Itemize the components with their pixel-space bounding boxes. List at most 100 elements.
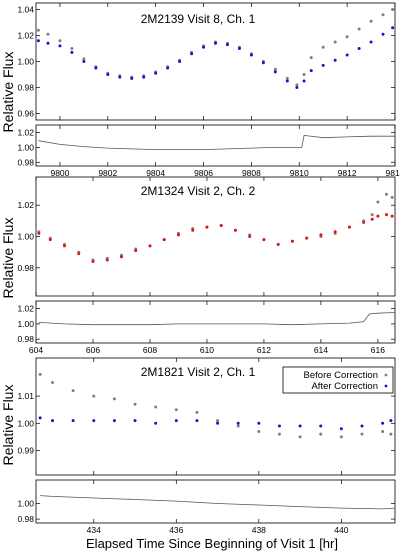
axes-frame (35, 124, 396, 167)
legend-label-before: Before Correction (304, 370, 378, 381)
point-after-correction (214, 41, 217, 45)
point-before-correction (133, 402, 137, 406)
point-before-correction (381, 13, 385, 17)
point-after-correction (360, 424, 364, 428)
point-before-correction (92, 394, 96, 398)
point-after-correction (191, 228, 195, 232)
point-after-correction (248, 235, 252, 238)
x-tick-label: 438 (252, 525, 266, 535)
point-after-correction (119, 255, 123, 259)
point-after-correction (71, 419, 75, 423)
point-after-correction (216, 421, 220, 425)
point-after-correction (257, 421, 261, 425)
point-after-correction (345, 53, 349, 57)
point-after-correction (166, 66, 170, 70)
y-tick-label: 0.99 (17, 446, 34, 456)
y-tick-label: 1.00 (17, 232, 34, 242)
y-axis-label: Relative Flux (0, 218, 16, 299)
x-tick-label: 614 (314, 345, 328, 355)
y-tick-label: 0.98 (17, 263, 34, 273)
y-tick-label: 0.98 (17, 83, 34, 93)
x-tick-label: 440 (334, 525, 348, 535)
point-after-correction (130, 76, 134, 80)
y-tick-label: 1.02 (17, 200, 34, 210)
point-before-correction (285, 76, 289, 80)
panel-title: 2M1821 Visit 2, Ch. 1 (141, 365, 256, 379)
point-after-correction (62, 244, 66, 248)
point-after-correction (106, 73, 110, 76)
point-before-correction (376, 200, 380, 204)
x-tick-label: 9814 (386, 168, 400, 178)
point-before-correction (360, 432, 364, 436)
point-after-correction (48, 238, 52, 242)
point-after-correction (319, 424, 323, 428)
point-after-correction (70, 50, 74, 54)
point-after-correction (205, 225, 209, 229)
point-after-correction (176, 233, 180, 237)
legend: Before Correction After Correction (282, 366, 394, 394)
point-before-correction (112, 397, 116, 401)
x-tick-label: 606 (86, 345, 100, 355)
y-axis-label: Relative Flux (0, 52, 16, 133)
point-after-correction (384, 213, 388, 217)
x-tick-label: 9800 (50, 168, 69, 178)
point-after-correction (105, 258, 109, 262)
point-after-correction (391, 26, 395, 30)
y-tick-label: 1.00 (17, 498, 34, 508)
point-after-correction (118, 75, 122, 79)
y-tick-label: 0.96 (17, 109, 34, 119)
point-after-correction (38, 416, 42, 420)
point-after-correction (92, 419, 96, 423)
residual-line (38, 134, 395, 150)
point-before-correction (216, 419, 220, 423)
point-after-correction (174, 419, 178, 423)
x-tick-label: 604 (29, 345, 43, 355)
point-before-correction (71, 389, 75, 393)
point-before-correction (195, 410, 199, 414)
point-before-correction (369, 19, 373, 23)
point-before-correction (309, 56, 313, 60)
point-before-correction (295, 83, 299, 87)
point-after-correction (273, 70, 277, 74)
point-after-correction (162, 238, 166, 242)
point-before-correction (390, 195, 394, 199)
point-after-correction (148, 244, 152, 248)
point-after-correction (285, 79, 289, 83)
y-axis-label: Relative Flux (0, 385, 16, 466)
point-after-correction (154, 71, 158, 75)
point-after-correction (333, 230, 337, 234)
y-tick-label: 1.04 (17, 5, 34, 15)
point-after-correction (309, 69, 313, 73)
point-after-correction (333, 58, 337, 62)
point-before-correction (51, 380, 55, 384)
point-after-correction (277, 424, 281, 428)
point-before-correction (319, 432, 323, 436)
point-before-correction (339, 435, 343, 439)
point-after-correction (77, 252, 81, 256)
y-tick-label: 0.98 (17, 514, 34, 524)
point-after-correction (369, 40, 373, 44)
panel-title: 2M2139 Visit 8, Ch. 1 (141, 12, 256, 26)
point-before-correction (70, 47, 74, 50)
x-tick-label: 436 (169, 525, 183, 535)
point-after-correction (51, 419, 55, 423)
point-after-correction (142, 75, 146, 79)
point-after-correction (82, 60, 86, 63)
y-tick-label: 0.98 (17, 157, 34, 167)
point-after-correction (237, 47, 241, 50)
point-after-correction (290, 239, 294, 243)
point-before-correction (236, 424, 240, 428)
legend-marker-after (384, 384, 388, 388)
point-after-correction (154, 421, 158, 425)
y-tick-label: 1.00 (17, 57, 34, 67)
residual-line (40, 495, 396, 510)
point-before-correction (298, 435, 302, 439)
x-tick-label: 612 (257, 345, 271, 355)
x-tick-label: 434 (87, 525, 101, 535)
point-after-correction (305, 236, 309, 240)
point-before-correction (38, 372, 42, 376)
point-before-correction (36, 28, 40, 32)
point-before-correction (384, 192, 388, 196)
point-after-correction (389, 419, 393, 423)
